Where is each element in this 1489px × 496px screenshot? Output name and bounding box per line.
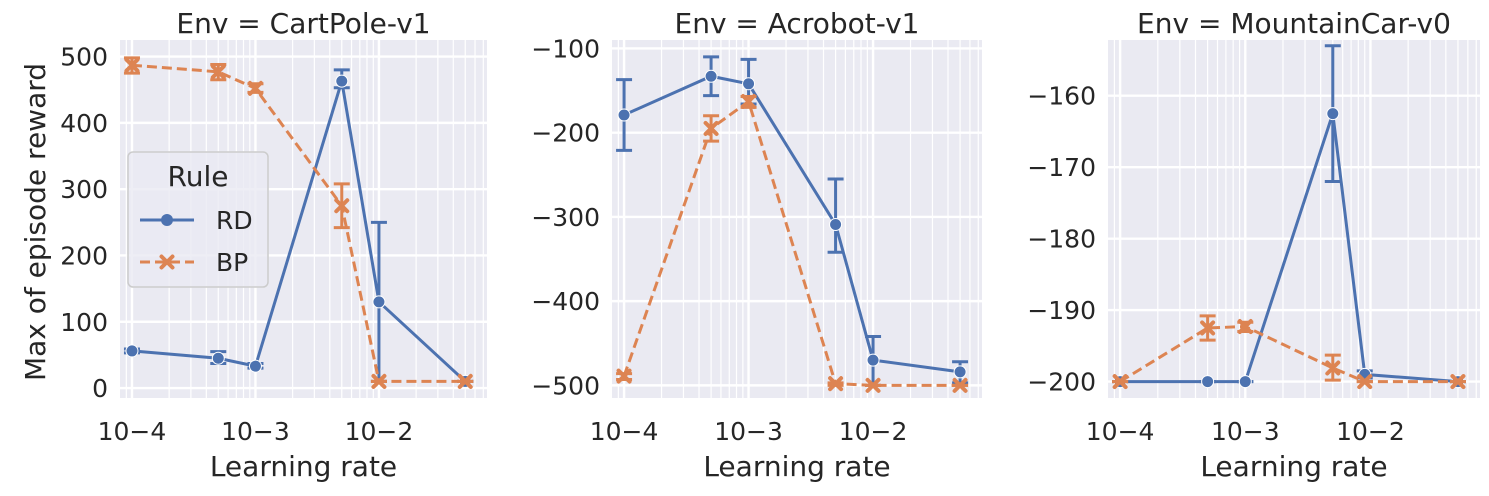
legend-marker-RD	[161, 214, 173, 226]
y-axis-label: Max of episode reward	[19, 63, 52, 381]
x-tick-label: 10−4	[98, 417, 167, 446]
y-tick-label: 100	[60, 308, 108, 337]
legend-title: Rule	[168, 160, 229, 193]
data-point-BP	[1237, 319, 1253, 335]
series-BP	[616, 93, 969, 393]
data-point-BP	[741, 93, 757, 109]
y-tick-label: −100	[531, 34, 600, 63]
series-line-RD	[1120, 113, 1459, 384]
data-point-BP	[457, 373, 473, 389]
data-point-BP	[616, 368, 632, 384]
x-tick-label: 10−4	[590, 417, 659, 446]
data-point-RD	[829, 217, 843, 231]
data-point-BP	[247, 80, 263, 96]
y-tick-label: −170	[1027, 153, 1096, 182]
data-point-BP	[210, 64, 226, 80]
panel-2: 10−4 10−3 10−2 −500 −400 −300 −200 −100 Env = Ac…	[531, 7, 982, 483]
chart-title: Env = Acrobot-v1	[675, 7, 920, 40]
y-tick-label: 500	[60, 43, 108, 72]
data-point-RD	[953, 365, 967, 379]
x-axis-label: Learning rate	[1200, 450, 1387, 483]
data-point-RD	[742, 77, 756, 91]
data-point-RD	[1201, 375, 1215, 389]
chart-title: Env = MountainCar-v0	[1137, 7, 1451, 40]
series-BP	[123, 56, 474, 389]
y-tick-label: −500	[531, 371, 600, 400]
chart-title: Env = CartPole-v1	[176, 7, 430, 40]
data-point-RD	[617, 108, 631, 122]
series-line-BP	[622, 99, 961, 387]
y-tick-label: −400	[531, 287, 600, 316]
data-point-BP	[865, 377, 881, 393]
y-tick-label: −200	[1027, 368, 1096, 397]
x-tick-label: 10−3	[1211, 417, 1280, 446]
plot-area	[1108, 40, 1480, 398]
data-point-RD	[335, 74, 349, 88]
data-point-BP	[1325, 360, 1341, 376]
data-point-BP	[1200, 320, 1216, 336]
data-point-BP	[952, 377, 968, 393]
data-point-BP	[1450, 374, 1466, 390]
x-tick-label: 10−2	[839, 417, 908, 446]
y-tick-label: 400	[60, 109, 108, 138]
data-point-RD	[248, 359, 262, 373]
panel-1: 10−4 10−3 10−2 0 100 200 300 400 500 Env = CartPo…	[19, 7, 487, 483]
y-tick-label: −300	[531, 203, 600, 232]
series-line-BP	[1119, 325, 1458, 384]
legend-label-RD: RD	[216, 206, 253, 235]
y-tick-label: −180	[1027, 225, 1096, 254]
series-line-RD	[131, 80, 467, 383]
x-tick-label: 10−3	[714, 417, 783, 446]
data-point-RD	[372, 295, 386, 309]
data-point-BP	[1357, 374, 1373, 390]
data-point-RD	[866, 353, 880, 367]
y-tick-label: −160	[1027, 82, 1096, 111]
x-tick-label: 10−2	[1336, 417, 1405, 446]
legend-label-BP: BP	[216, 248, 248, 277]
series-line-RD	[623, 74, 961, 374]
data-point-RD	[704, 69, 718, 83]
y-tick-label: −200	[531, 119, 600, 148]
series-BP	[1112, 314, 1466, 390]
y-tick-label: 200	[60, 241, 108, 270]
data-point-BP	[1112, 374, 1128, 390]
data-point-RD	[211, 351, 225, 365]
series-RD	[1112, 44, 1466, 389]
x-tick-label: 10−3	[221, 417, 290, 446]
legend-marker-BP	[159, 254, 175, 270]
y-tick-label: 0	[92, 374, 108, 403]
y-tick-label: 300	[60, 175, 108, 204]
x-tick-label: 10−4	[1086, 417, 1155, 446]
series-RD	[616, 55, 969, 387]
data-point-BP	[334, 198, 350, 214]
legend: Rule RD BP	[127, 151, 269, 288]
legend-box	[127, 151, 269, 288]
data-point-BP	[371, 373, 387, 389]
data-point-BP	[124, 57, 140, 73]
data-point-BP	[703, 120, 719, 136]
x-tick-label: 10−2	[345, 417, 414, 446]
plot-area	[612, 40, 982, 398]
data-point-RD	[1238, 375, 1252, 389]
panel-3: 10−4 10−3 10−2 −200 −190 −180 −170 −160 Env = Mo…	[1027, 7, 1480, 483]
data-point-RD	[125, 344, 139, 358]
data-point-BP	[828, 376, 844, 392]
y-tick-label: −190	[1027, 296, 1096, 325]
x-axis-label: Learning rate	[703, 450, 890, 483]
data-point-RD	[1326, 107, 1340, 121]
series-line-BP	[131, 63, 466, 383]
x-axis-label: Learning rate	[210, 450, 397, 483]
